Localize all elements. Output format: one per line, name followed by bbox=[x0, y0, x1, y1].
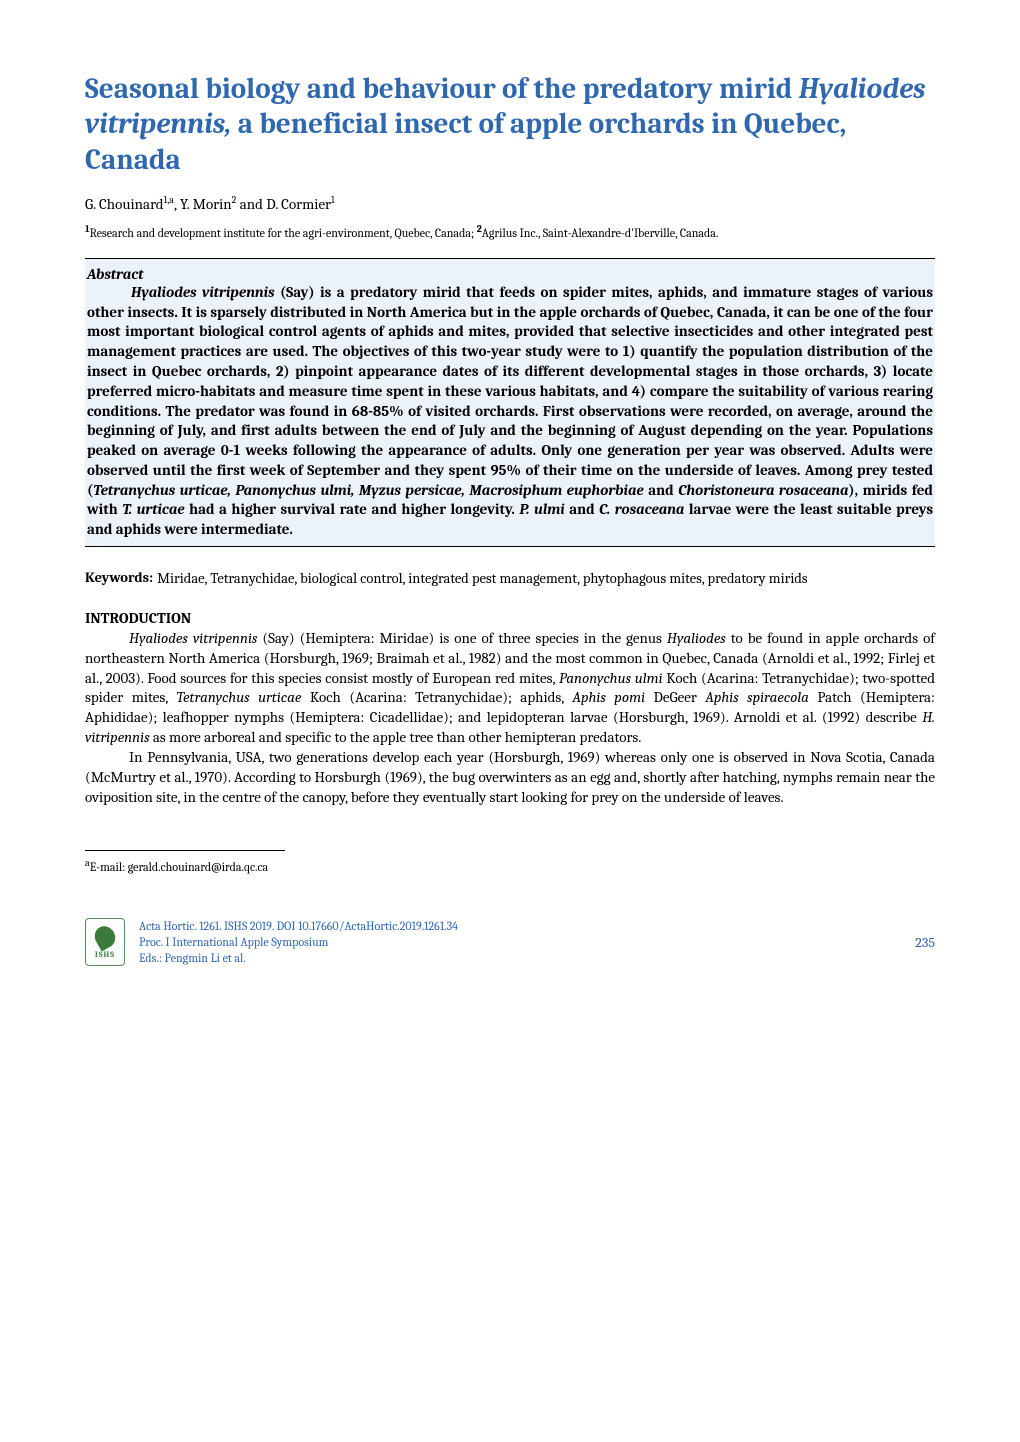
author-1-affil-sup: 1,a bbox=[164, 194, 174, 206]
corresponding-footnote: aE-mail: gerald.chouinard@irda.qc.ca bbox=[85, 857, 935, 874]
footer-line-3: Eds.: Pengmin Li et al. bbox=[139, 950, 458, 966]
ishs-logo: ISHS bbox=[85, 918, 125, 966]
footnote-separator bbox=[85, 850, 285, 851]
page-footer: ISHS Acta Hortic. 1261. ISHS 2019. DOI 1… bbox=[85, 918, 935, 967]
footer-meta: Acta Hortic. 1261. ISHS 2019. DOI 10.176… bbox=[139, 918, 458, 967]
page-number: 235 bbox=[915, 934, 935, 951]
section-heading-introduction: INTRODUCTION bbox=[85, 609, 935, 627]
footer-left: ISHS Acta Hortic. 1261. ISHS 2019. DOI 1… bbox=[85, 918, 458, 967]
keywords-block: Keywords: Miridae, Tetranychidae, biolog… bbox=[85, 569, 935, 589]
abstract-heading: Abstract bbox=[87, 265, 933, 283]
article-title: Seasonal biology and behaviour of the pr… bbox=[85, 72, 935, 178]
footer-line-2: Proc. I International Apple Symposium bbox=[139, 934, 458, 950]
abstract-body: Hyaliodes vitripennis (Say) is a predato… bbox=[87, 283, 933, 540]
affil-text-1: Research and development institute for t… bbox=[90, 226, 477, 240]
footnote-text: E-mail: gerald.chouinard@irda.qc.ca bbox=[90, 860, 269, 874]
title-part-1: Seasonal biology and behaviour of the pr… bbox=[85, 73, 799, 106]
author-3-affil-sup: 1 bbox=[331, 194, 335, 206]
abstract-block: Abstract Hyaliodes vitripennis (Say) is … bbox=[85, 258, 935, 547]
author-1: G. Chouinard bbox=[85, 195, 164, 213]
footer-line-1: Acta Hortic. 1261. ISHS 2019. DOI 10.176… bbox=[139, 918, 458, 934]
keywords-text: Miridae, Tetranychidae, biological contr… bbox=[157, 569, 807, 589]
keywords-label: Keywords: bbox=[85, 569, 153, 589]
affil-text-2: Agrilus Inc., Saint-Alexandre-d'Ibervill… bbox=[482, 226, 719, 240]
intro-paragraph-2: In Pennsylvania, USA, two generations de… bbox=[85, 748, 935, 808]
logo-label: ISHS bbox=[95, 950, 115, 959]
author-sep-2: and D. Cormier bbox=[236, 195, 331, 213]
leaf-icon bbox=[91, 922, 119, 951]
authors-line: G. Chouinard1,a, Y. Morin2 and D. Cormie… bbox=[85, 194, 935, 213]
intro-paragraph-1: Hyaliodes vitripennis (Say) (Hemiptera: … bbox=[85, 629, 935, 749]
affiliations: 1Research and development institute for … bbox=[85, 223, 935, 242]
author-sep-1: , Y. Morin bbox=[174, 195, 232, 213]
